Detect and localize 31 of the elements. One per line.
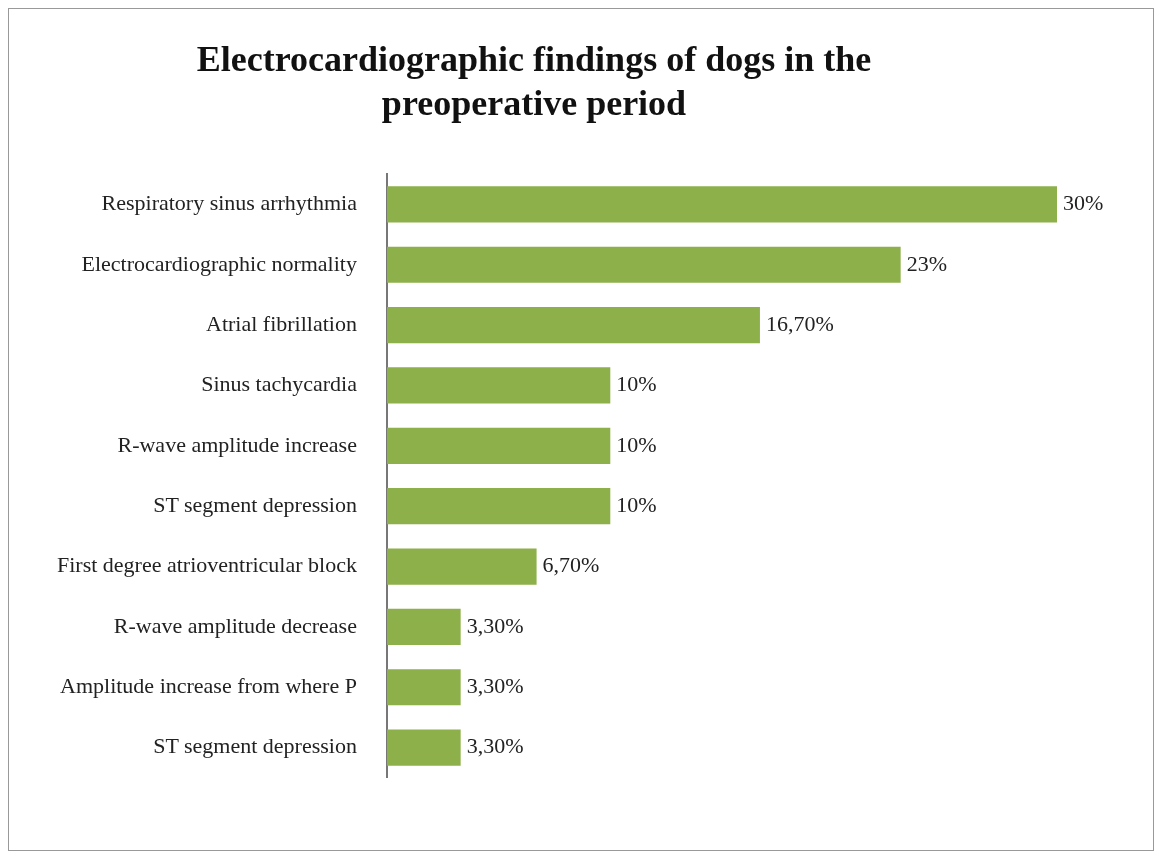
data-label: 3,30% xyxy=(466,612,524,638)
data-label: 10% xyxy=(616,491,657,517)
bar xyxy=(386,367,611,404)
data-label: 10% xyxy=(616,431,657,457)
y-tick-label: Respiratory sinus arrhythmia xyxy=(101,190,358,216)
data-label: 3,30% xyxy=(466,733,524,759)
data-label: 16,70% xyxy=(765,310,834,336)
y-tick-label: R-wave amplitude increase xyxy=(117,431,357,457)
bar xyxy=(386,488,611,525)
bar xyxy=(386,427,611,464)
data-label: 3,30% xyxy=(466,673,524,699)
data-label: 23% xyxy=(906,250,947,276)
y-tick-label: Sinus tachycardia xyxy=(201,371,358,397)
bar xyxy=(386,669,461,706)
bar xyxy=(386,306,760,344)
y-tick-label: ST segment depression xyxy=(153,491,357,517)
bar xyxy=(386,246,901,283)
bar xyxy=(386,608,461,646)
bar xyxy=(386,729,461,766)
bar xyxy=(386,548,537,585)
y-tick-label: Electrocardiographic normality xyxy=(81,250,357,276)
data-label: 10% xyxy=(616,371,657,397)
y-tick-label: Amplitude increase from where P xyxy=(60,673,357,699)
chart-title: Electrocardiographic findings of dogs in the preoperative period xyxy=(195,38,873,125)
y-tick-label: ST segment depression xyxy=(153,733,357,759)
y-tick-label: First degree atrioventricular block xyxy=(56,552,357,578)
data-label: 6,70% xyxy=(542,552,600,578)
data-label: 30% xyxy=(1063,190,1104,216)
bar xyxy=(386,186,1057,223)
y-tick-label: R-wave amplitude decrease xyxy=(113,612,357,638)
y-tick-label: Atrial fibrillation xyxy=(206,310,357,336)
